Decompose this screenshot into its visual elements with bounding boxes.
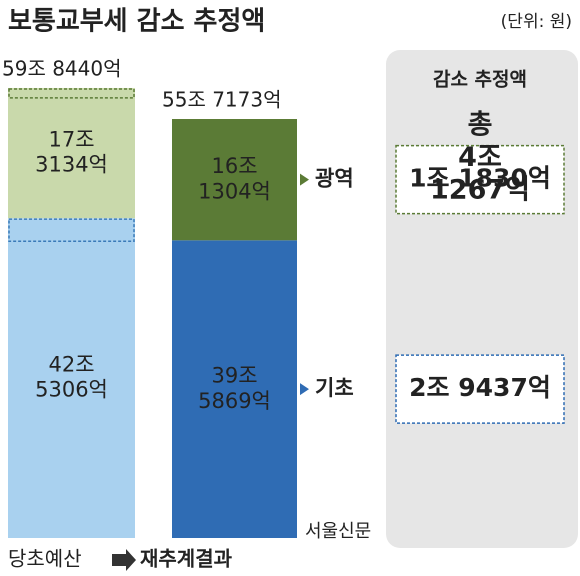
reduction-region — [8, 218, 135, 243]
series-name: 광역 — [315, 167, 354, 191]
chart-title: 보통교부세 감소 추정액 — [8, 7, 265, 37]
bar-segment — [172, 119, 297, 241]
arrow — [300, 173, 309, 186]
category-label: 당초예산 — [8, 547, 82, 571]
bar-segment — [8, 218, 135, 538]
reduction-title: 감소 추정액 — [433, 69, 527, 91]
bar-segment — [8, 87, 135, 219]
value-label: 39조 5869억 — [198, 364, 271, 413]
reduction-total: 총 4조 1267억 — [430, 109, 530, 205]
watermark: 서울신문 — [305, 521, 371, 542]
reduction-value: 2조 9437억 — [409, 373, 551, 402]
category-label: 재추계결과 — [140, 547, 233, 571]
value-label: 16조 1304억 — [198, 154, 271, 203]
value-label: 42조 5306억 — [35, 352, 108, 401]
total-label: 59조 8440억 — [2, 56, 122, 80]
reduction-value: 1조 1830억 — [409, 164, 551, 193]
reduction-box — [395, 144, 565, 215]
arrow — [300, 383, 309, 396]
bar-segment — [172, 240, 297, 538]
reduction-region — [8, 88, 135, 99]
value-label: 17조 3134억 — [35, 127, 108, 176]
total-label: 55조 7173억 — [162, 88, 282, 112]
legend-arrow — [112, 549, 136, 571]
reduction-box — [395, 354, 565, 424]
series-name: 기초 — [315, 376, 354, 400]
unit-label: (단위: 원) — [501, 12, 572, 32]
